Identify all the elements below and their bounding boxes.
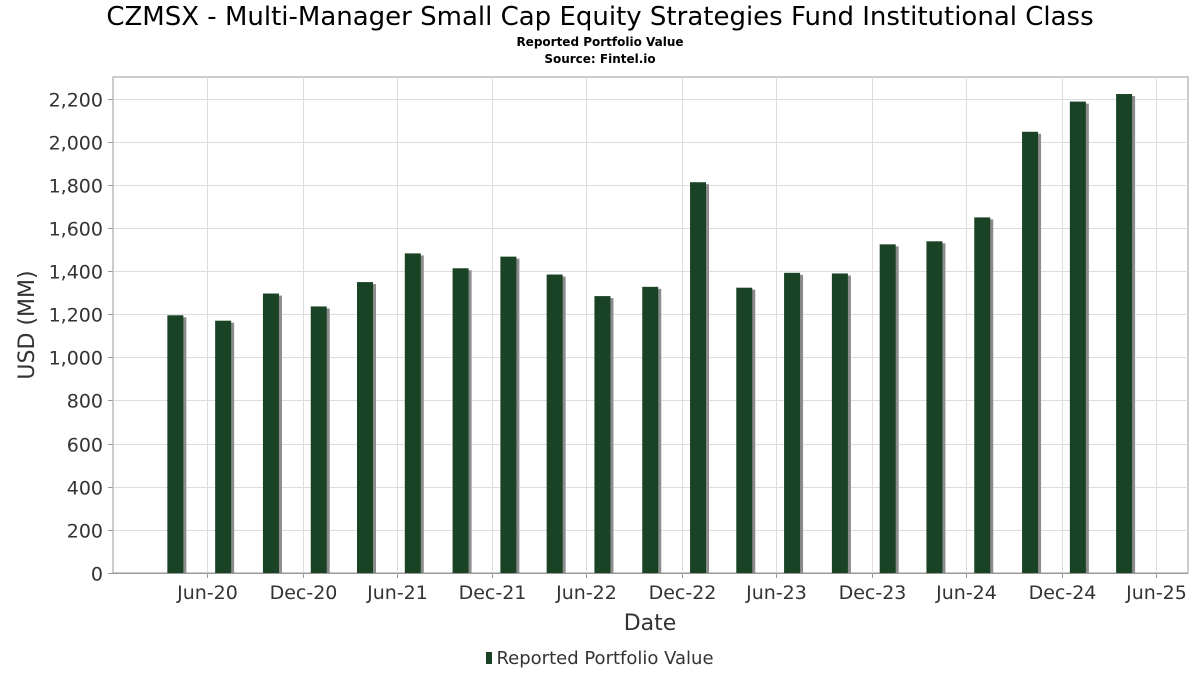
bar (879, 244, 896, 574)
legend-swatch-icon (486, 652, 493, 664)
bar (215, 320, 232, 573)
bar (1116, 94, 1133, 573)
legend: Reported Portfolio Value (0, 648, 1200, 669)
bar (310, 306, 327, 573)
axes-layer: 0 200 400 600 800 1,000 1,200 1,400 1,600 1,800 2,… (49, 90, 1188, 604)
y-tick-label: 400 (67, 478, 103, 500)
x-tick-label: Jun-24 (935, 582, 997, 604)
bar (736, 287, 753, 573)
bar (356, 282, 373, 573)
x-tick-label: Dec-23 (839, 582, 907, 604)
x-tick-label: Dec-22 (649, 582, 717, 604)
bar (784, 272, 801, 573)
bar (262, 293, 279, 573)
bar (1022, 131, 1039, 574)
bar (546, 274, 563, 573)
bar (642, 286, 659, 573)
bar (926, 241, 943, 573)
y-tick-label: 800 (67, 391, 103, 413)
x-tick-label: Jun-25 (1125, 582, 1187, 604)
x-tick-label: Jun-20 (176, 582, 238, 604)
x-tick-label: Jun-22 (555, 582, 617, 604)
bar (974, 217, 991, 573)
y-axis-title: USD (MM) (15, 270, 40, 379)
bar (831, 273, 848, 573)
y-tick-label: 1,000 (49, 348, 103, 370)
y-tick-label: 1,800 (49, 176, 103, 198)
bar (1069, 101, 1086, 573)
x-tick-label: Jun-21 (366, 582, 428, 604)
x-axis-title: Date (624, 611, 677, 636)
legend-label: Reported Portfolio Value (496, 648, 714, 669)
x-tick-label: Jun-23 (745, 582, 807, 604)
y-tick-label: 1,600 (49, 219, 103, 241)
y-tick-label: 600 (67, 435, 103, 457)
x-tick-label: Dec-20 (270, 582, 338, 604)
y-tick-label: 0 (91, 564, 103, 586)
bars-layer (167, 94, 1136, 574)
chart-source: Source: Fintel.io (544, 52, 656, 66)
bar (594, 296, 611, 573)
y-tick-label: 200 (67, 521, 103, 543)
y-tick-label: 1,400 (49, 262, 103, 284)
bar (690, 182, 707, 573)
x-tick-label: Dec-24 (1029, 582, 1097, 604)
y-tick-label: 1,200 (49, 305, 103, 327)
y-tick-label: 2,000 (49, 133, 103, 155)
bar (452, 268, 469, 573)
chart-title: CZMSX - Multi-Manager Small Cap Equity S… (106, 2, 1094, 32)
chart-subtitle: Reported Portfolio Value (516, 35, 684, 49)
bar (167, 315, 184, 573)
bar (500, 256, 517, 573)
y-tick-label: 2,200 (49, 90, 103, 112)
bar (404, 253, 421, 573)
x-tick-label: Dec-21 (459, 582, 527, 604)
